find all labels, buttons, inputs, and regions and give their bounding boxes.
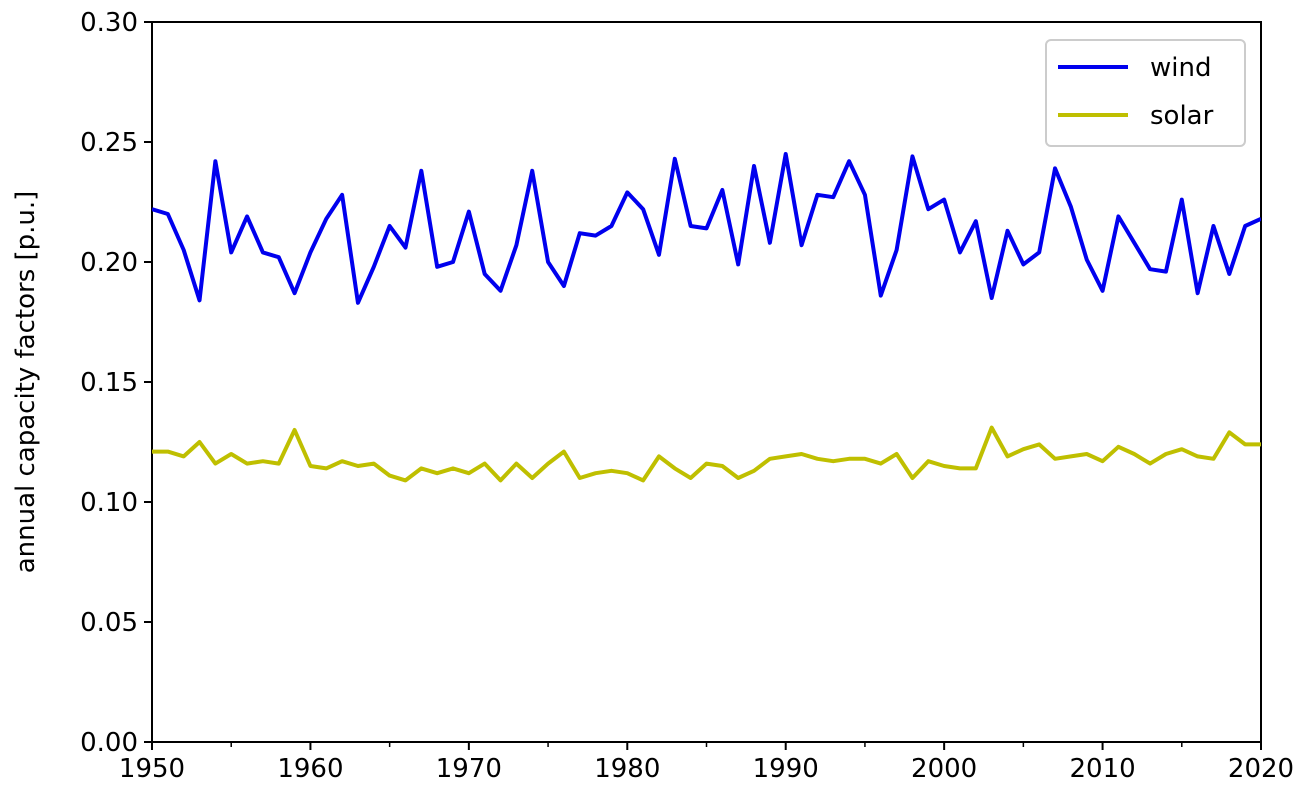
legend: wind solar [1045,39,1246,147]
series-layer [152,152,1261,483]
y-tick-label: 0.25 [80,128,138,158]
x-tick-label: 1980 [594,754,660,784]
y-tick-label: 0.10 [80,488,138,518]
legend-label-wind: wind [1150,53,1211,83]
x-tick-label: 2000 [911,754,977,784]
legend-label-solar: solar [1150,101,1214,131]
series-line-solar [152,425,1261,483]
y-axis: 0.00 0.05 0.10 0.15 0.20 0.25 0.30 [80,8,152,758]
x-tick-label: 2010 [1069,754,1135,784]
x-tick-label: 1950 [119,754,185,784]
x-tick-label: 1970 [436,754,502,784]
y-tick-label: 0.20 [80,248,138,278]
y-tick-label: 0.00 [80,728,138,758]
x-axis: 1950 1960 1970 1980 1990 2000 2010 2020 [119,742,1294,784]
y-axis-label: annual capacity factors [p.u.] [11,191,41,574]
series-line-wind [152,152,1261,305]
x-tick-label: 1960 [277,754,343,784]
legend-box [1045,39,1246,147]
y-tick-label: 0.05 [80,608,138,638]
x-tick-label: 2020 [1228,754,1294,784]
x-tick-label: 1990 [753,754,819,784]
y-tick-label: 0.15 [80,368,138,398]
y-tick-label: 0.30 [80,8,138,38]
